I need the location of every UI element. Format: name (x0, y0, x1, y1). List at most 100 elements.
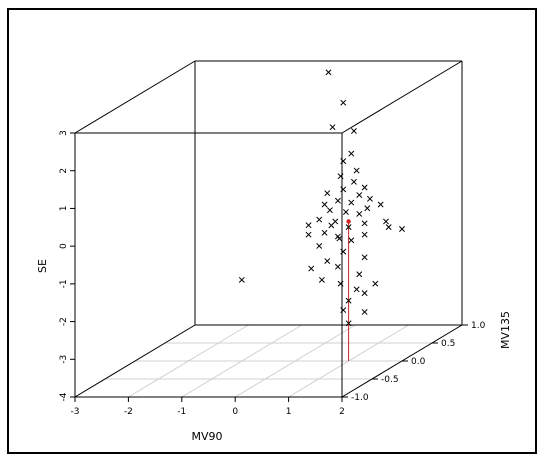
data-point-stroke (340, 158, 347, 165)
data-point (361, 254, 368, 261)
z-tick-label: 1.0 (471, 321, 486, 331)
data-point-stroke (318, 276, 325, 283)
data-point (334, 197, 341, 204)
data-point (316, 216, 323, 223)
data-point-stroke (353, 167, 360, 174)
data-point-stroke (348, 199, 355, 206)
data-point (399, 226, 405, 232)
data-point (318, 276, 325, 283)
x-tick-label: 0 (232, 407, 238, 417)
data-point (361, 290, 368, 297)
data-point (328, 222, 335, 229)
data-point-stroke (367, 195, 373, 202)
x-tick-label: 2 (339, 407, 345, 417)
data-point (356, 271, 363, 278)
x-tick-label: 1 (286, 407, 292, 417)
data-point-stroke (348, 150, 355, 157)
data-point-stroke (324, 190, 331, 197)
data-point-stroke (340, 307, 347, 314)
data-point (238, 276, 245, 283)
data-point-stroke (316, 243, 323, 249)
y-tick-label: -3 (59, 355, 69, 364)
data-point (340, 158, 347, 165)
data-point (345, 297, 352, 304)
data-point-stroke (385, 224, 392, 231)
data-point-stroke (308, 265, 315, 272)
data-point (361, 309, 368, 315)
data-point (336, 235, 343, 242)
data-point (356, 192, 363, 199)
data-point (337, 280, 344, 287)
data-point-stroke (305, 231, 312, 238)
data-point-stroke (325, 69, 332, 76)
data-point (367, 195, 373, 202)
data-point-stroke (350, 178, 357, 185)
data-point-stroke (340, 248, 347, 255)
data-point-stroke (321, 201, 328, 208)
data-point-stroke (340, 186, 347, 193)
y-tick-label: 1 (59, 206, 69, 212)
data-point (377, 201, 384, 208)
data-point (353, 286, 360, 293)
data-point-stroke (340, 99, 347, 106)
data-point-stroke (377, 201, 384, 208)
data-point (321, 229, 328, 236)
y-tick-label: -1 (59, 279, 69, 288)
data-point (353, 167, 360, 174)
data-point (321, 201, 328, 208)
data-point-stroke (326, 207, 333, 214)
y-tick-label: 3 (59, 130, 69, 136)
z-tick-label: 0.0 (411, 357, 426, 367)
data-point (383, 218, 389, 225)
data-point-stroke (348, 237, 355, 244)
x-axis-title: MV90 (191, 430, 222, 443)
data-point (329, 124, 336, 131)
data-point (305, 231, 312, 238)
x-tick-label: -2 (124, 407, 133, 417)
data-point-stroke (361, 184, 368, 191)
data-point-stroke (336, 235, 343, 242)
data-point (340, 307, 347, 314)
data-point (350, 178, 357, 185)
y-tick-label: -2 (59, 317, 69, 326)
data-point (308, 265, 315, 272)
data-point (337, 173, 344, 180)
data-point-stroke (364, 205, 371, 212)
data-point (345, 320, 352, 327)
x-tick-label: -3 (71, 407, 80, 417)
data-point-stroke (361, 290, 368, 297)
data-point-stroke (345, 297, 352, 304)
z-axis-title: MV135 (499, 311, 512, 349)
data-point-stroke (334, 197, 341, 204)
z-tick-label: 0.5 (441, 339, 455, 349)
data-point-stroke (337, 280, 344, 287)
data-point (364, 205, 371, 212)
box-edge (74, 60, 196, 134)
data-point (324, 258, 331, 265)
data-point (361, 184, 368, 191)
data-point (340, 186, 347, 193)
data-point (316, 243, 323, 249)
data-point-stroke (345, 224, 352, 231)
data-points (238, 69, 405, 361)
data-point (372, 280, 379, 287)
x-tick-label: -1 (177, 407, 186, 417)
data-point-stroke (324, 258, 331, 265)
data-point-stroke (350, 127, 357, 134)
data-point (326, 207, 333, 214)
data-point-stroke (356, 271, 363, 278)
data-point-stroke (361, 254, 368, 261)
data-point (305, 222, 312, 229)
box-edge (341, 60, 463, 134)
data-point-stroke (356, 192, 363, 199)
z-tick-label: -0.5 (381, 375, 399, 385)
data-point-stroke (383, 218, 389, 225)
data-point-stroke (321, 229, 328, 236)
data-point (342, 209, 349, 215)
data-point (361, 220, 368, 227)
y-tick-label: 2 (59, 168, 69, 174)
data-point (340, 99, 347, 106)
data-point (361, 231, 368, 238)
data-point-stroke (337, 173, 344, 180)
